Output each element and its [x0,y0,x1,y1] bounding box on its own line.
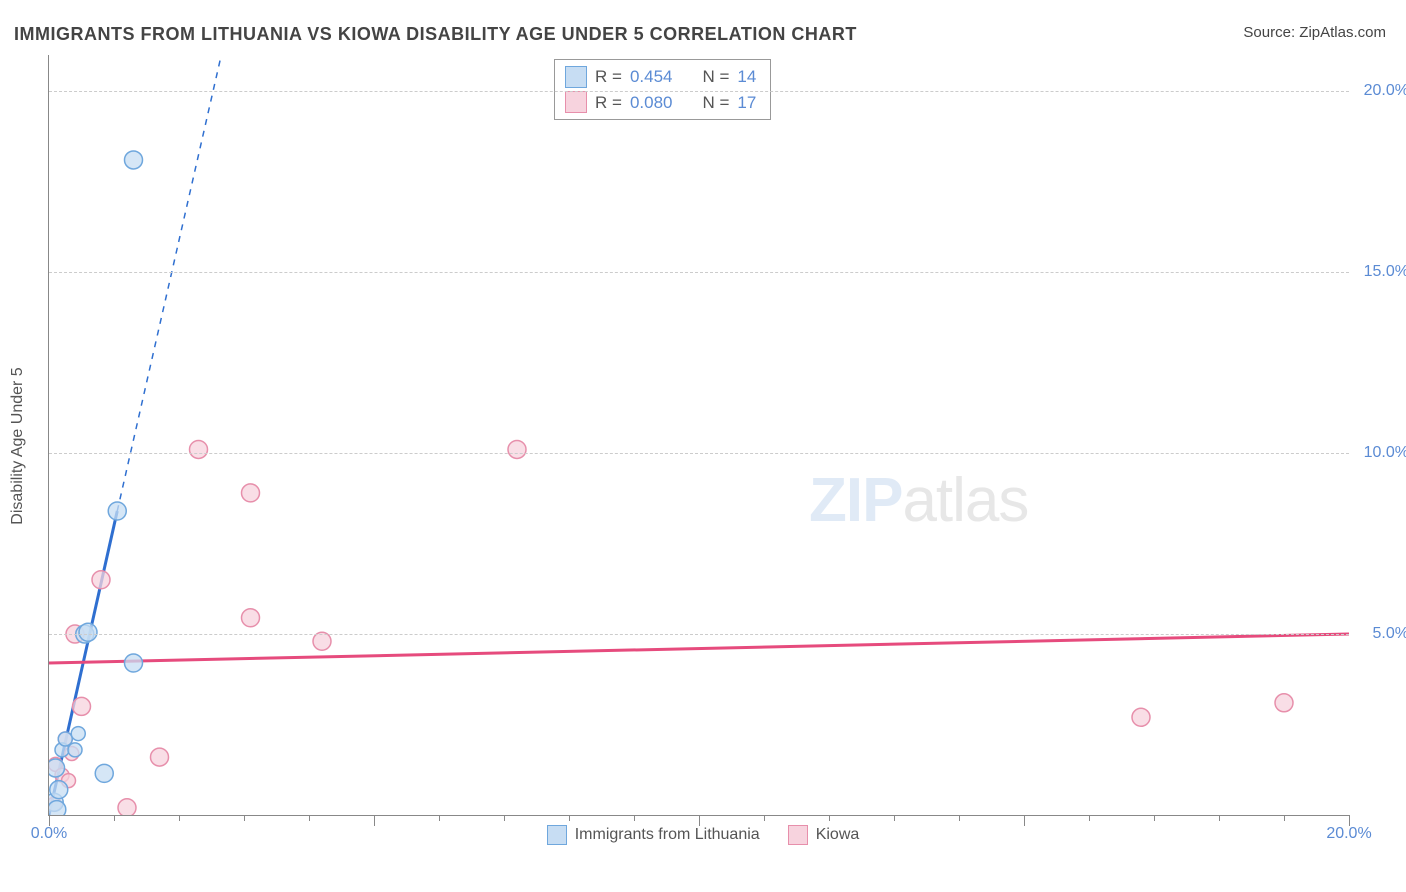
r-value: 0.080 [630,90,673,116]
gridline [49,272,1349,273]
data-point [47,759,65,777]
data-point [71,727,85,741]
data-point [50,781,68,799]
x-tick [1219,815,1220,821]
x-tick [1089,815,1090,821]
r-value: 0.454 [630,64,673,90]
source-link[interactable]: ZipAtlas.com [1299,24,1386,41]
legend-series: Immigrants from Lithuania Kiowa [0,825,1406,850]
x-tick [634,815,635,821]
legend-stat-row: R = 0.080 N = 17 [565,90,756,116]
data-point [73,697,91,715]
x-tick [309,815,310,821]
data-point [508,440,526,458]
x-tick [764,815,765,821]
data-point [48,801,66,819]
trend-line [117,0,419,511]
n-label: N = [702,64,729,90]
data-point [118,799,136,817]
x-tick [439,815,440,821]
data-point [242,484,260,502]
x-tick [829,815,830,821]
data-point [1132,708,1150,726]
x-tick [959,815,960,821]
data-point [190,440,208,458]
y-tick-label: 10.0% [1364,444,1406,462]
y-tick-label: 15.0% [1364,263,1406,281]
x-tick [504,815,505,821]
legend-stats: R = 0.454 N = 14 R = 0.080 N = 17 [554,59,771,120]
data-point [108,502,126,520]
y-tick-label: 20.0% [1364,82,1406,100]
y-axis-title: Disability Age Under 5 [9,367,27,524]
legend-label: Immigrants from Lithuania [575,826,760,844]
x-tick [244,815,245,821]
x-tick [114,815,115,821]
legend-swatch [565,66,587,88]
n-value: 14 [737,64,756,90]
r-label: R = [595,64,622,90]
gridline [49,634,1349,635]
data-point [242,609,260,627]
data-point [125,654,143,672]
x-tick [179,815,180,821]
gridline [49,91,1349,92]
data-point [1275,694,1293,712]
data-point [151,748,169,766]
data-point [92,571,110,589]
legend-stat-row: R = 0.454 N = 14 [565,64,756,90]
chart-title: IMMIGRANTS FROM LITHUANIA VS KIOWA DISAB… [14,24,857,45]
chart-container: IMMIGRANTS FROM LITHUANIA VS KIOWA DISAB… [0,0,1406,892]
r-label: R = [595,90,622,116]
data-point [79,623,97,641]
x-tick [1284,815,1285,821]
plot-area: ZIPatlas R = 0.454N = 14R = 0.080N = 17 … [48,55,1349,816]
legend-swatch [547,825,567,845]
n-value: 17 [737,90,756,116]
legend-swatch [565,91,587,113]
source-attribution: Source: ZipAtlas.com [1243,24,1386,41]
legend-label: Kiowa [816,826,860,844]
data-point [125,151,143,169]
legend-swatch [788,825,808,845]
trend-line [49,634,1349,663]
x-tick [1154,815,1155,821]
data-point [68,743,82,757]
y-tick-label: 5.0% [1373,625,1406,643]
x-tick [894,815,895,821]
source-label: Source: [1243,24,1295,41]
legend-item: Kiowa [788,825,860,845]
x-tick [569,815,570,821]
legend-item: Immigrants from Lithuania [547,825,760,845]
chart-svg [49,55,1349,815]
gridline [49,453,1349,454]
data-point [95,764,113,782]
n-label: N = [702,90,729,116]
